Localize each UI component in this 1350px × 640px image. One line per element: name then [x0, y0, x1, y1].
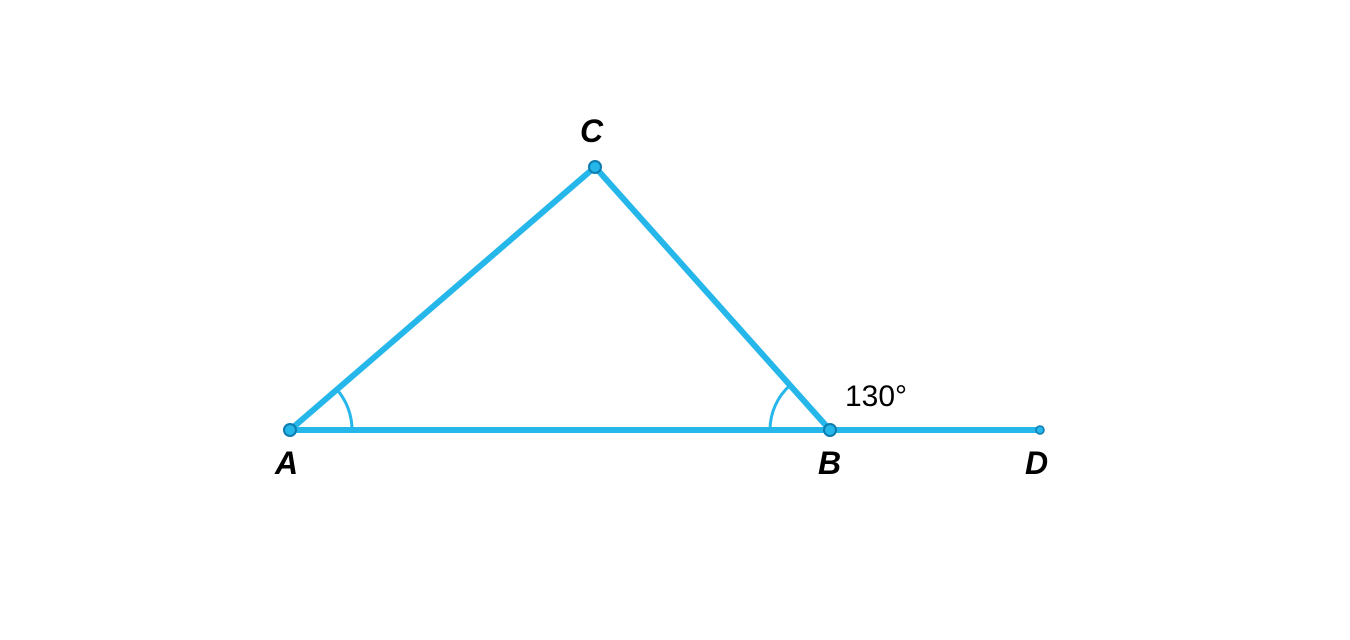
- geometry-diagram: [0, 0, 1350, 640]
- label-b: B: [818, 445, 841, 482]
- label-a: A: [275, 445, 298, 482]
- label-d: D: [1025, 445, 1048, 482]
- angle-label-cbd: 130°: [845, 380, 907, 414]
- label-c: C: [580, 113, 603, 150]
